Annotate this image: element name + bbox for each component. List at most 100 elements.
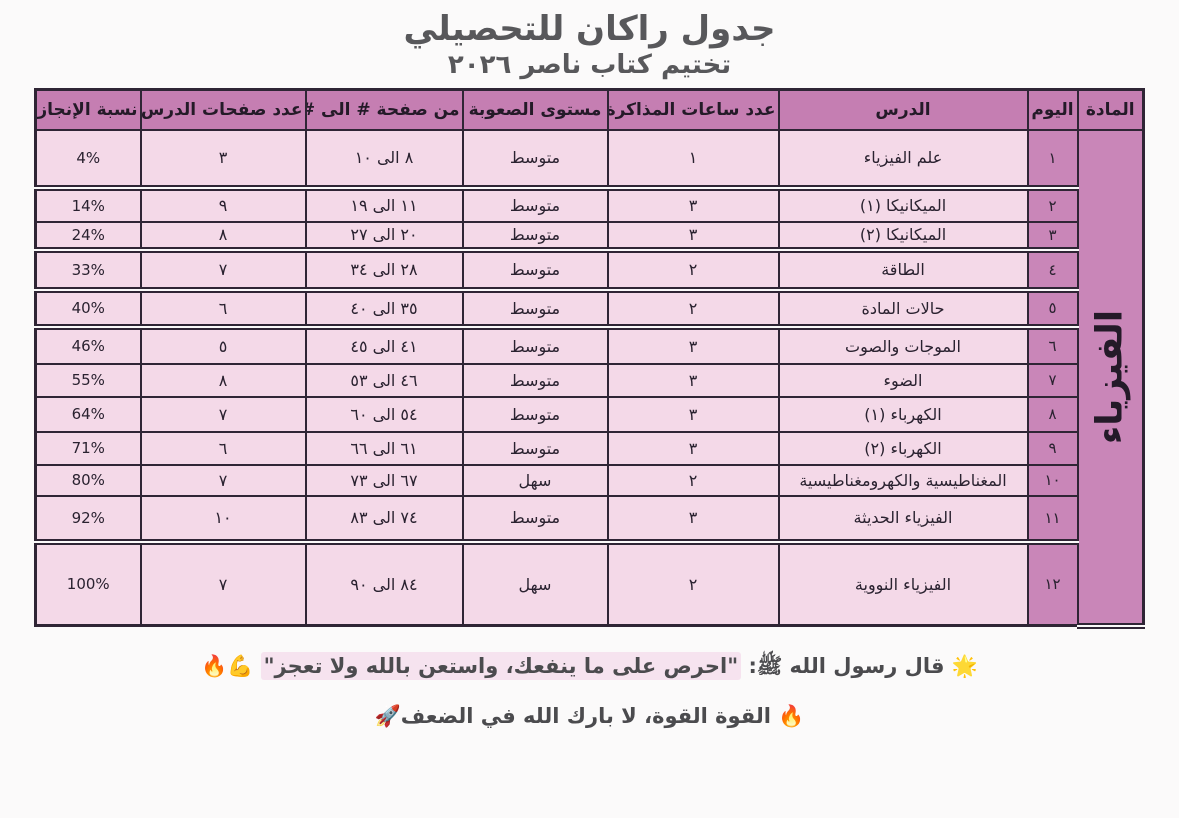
header-row: المادة اليوم الدرس عدد ساعات المذاكرة مس…: [34, 88, 1145, 131]
pages-range-cell: ٣٥ الى ٤٠: [304, 288, 464, 330]
progress-cell: 14%: [34, 186, 142, 223]
hours-cell: ٢: [606, 540, 780, 627]
hours-cell: ٣: [606, 325, 780, 365]
lesson-cell: الموجات والصوت: [777, 325, 1029, 365]
pages-count-cell: ٥: [139, 325, 307, 365]
table-row: ٣ الميكانيكا (٢) ٣ متوسط ٢٠ الى ٢٧ ٨ 24%: [34, 220, 1144, 253]
pages-range-cell: ٦٧ الى ٧٣: [304, 463, 464, 497]
lesson-cell: الكهرباء (١): [777, 395, 1029, 433]
progress-cell: 64%: [34, 395, 142, 433]
column-header-day: اليوم: [1026, 88, 1079, 131]
progress-cell: 80%: [34, 463, 142, 497]
day-cell: ١١: [1026, 494, 1079, 545]
pages-range-cell: ٥٤ الى ٦٠: [304, 395, 464, 433]
page: { "header": { "title": "جدول راكان للتحص…: [0, 9, 1179, 818]
difficulty-cell: متوسط: [461, 325, 609, 365]
difficulty-cell: سهل: [461, 540, 609, 627]
hours-cell: ٢: [606, 288, 780, 330]
day-cell: ٢: [1026, 186, 1079, 223]
column-header-lesson: الدرس: [777, 88, 1029, 131]
pages-count-cell: ٧: [139, 248, 307, 293]
motivation-line: 🔥 القوة القوة، لا بارك الله في الضعف🚀: [374, 703, 805, 728]
day-cell: ٩: [1026, 430, 1079, 466]
difficulty-cell: سهل: [461, 463, 609, 497]
subject-label: الفيزياء: [1089, 309, 1131, 444]
hours-cell: ٣: [606, 220, 780, 253]
difficulty-cell: متوسط: [461, 220, 609, 253]
progress-cell: 100%: [34, 540, 142, 627]
hours-cell: ٣: [606, 186, 780, 223]
progress-cell: 24%: [34, 220, 142, 253]
lesson-cell: الفيزياء النووية: [777, 540, 1029, 627]
pages-range-cell: ٤١ الى ٤٥: [304, 325, 464, 365]
column-header-difficulty: مستوى الصعوبة: [461, 88, 609, 131]
lesson-cell: الضوء: [777, 362, 1029, 398]
pages-range-cell: ١١ الى ١٩: [304, 186, 464, 223]
day-cell: ٦: [1026, 325, 1079, 365]
progress-cell: 71%: [34, 430, 142, 466]
pages-count-cell: ٣: [139, 128, 307, 191]
table-row: ٤ الطاقة ٢ متوسط ٢٨ الى ٣٤ ٧ 33%: [34, 248, 1144, 293]
difficulty-cell: متوسط: [461, 248, 609, 293]
table-row: ١١ الفيزياء الحديثة ٣ متوسط ٧٤ الى ٨٣ ١٠ 92%: [34, 494, 1144, 545]
quote-line: 🌟 قال رسول الله ﷺ: "احرص على ما ينفعك، و…: [0, 651, 1179, 684]
hours-cell: ٢: [606, 463, 780, 497]
quote-prefix: 🌟 قال رسول الله ﷺ:: [741, 653, 978, 678]
pages-count-cell: ٦: [139, 288, 307, 330]
pages-count-cell: ٨: [139, 220, 307, 253]
pages-range-cell: ٦١ الى ٦٦: [304, 430, 464, 466]
pages-range-cell: ٨٤ الى ٩٠: [304, 540, 464, 627]
table-row: ٦ الموجات والصوت ٣ متوسط ٤١ الى ٤٥ ٥ 46%: [34, 325, 1144, 365]
day-cell: ١٢: [1026, 540, 1079, 627]
lesson-cell: المغناطيسية والكهرومغناطيسية: [777, 463, 1029, 497]
pages-range-cell: ٧٤ الى ٨٣: [304, 494, 464, 545]
day-cell: ٨: [1026, 395, 1079, 433]
progress-cell: 92%: [34, 494, 142, 545]
quote-suffix: 💪🔥: [201, 653, 261, 678]
table-row: ٩ الكهرباء (٢) ٣ متوسط ٦١ الى ٦٦ ٦ 71%: [34, 430, 1144, 466]
lesson-cell: الميكانيكا (٢): [777, 220, 1029, 253]
hours-cell: ٣: [606, 494, 780, 545]
table-body: الفيزياء ١ علم الفيزياء ١ متوسط ٨ الى ١٠ ٣ 4% ٢ ا…: [34, 128, 1145, 629]
quote-text: "احرص على ما ينفعك، واستعن بالله ولا تعج…: [260, 651, 742, 680]
progress-cell: 33%: [34, 248, 142, 293]
pages-count-cell: ١٠: [139, 494, 307, 545]
table-row: ١٠ المغناطيسية والكهرومغناطيسية ٢ سهل ٦٧ الى…: [34, 463, 1144, 497]
column-header-subject: المادة: [1076, 88, 1145, 131]
difficulty-cell: متوسط: [461, 128, 609, 191]
pages-count-cell: ٧: [139, 463, 307, 497]
progress-cell: 55%: [34, 362, 142, 398]
lesson-cell: علم الفيزياء: [777, 128, 1029, 191]
progress-cell: 40%: [34, 288, 142, 330]
table-row: ٨ الكهرباء (١) ٣ متوسط ٥٤ الى ٦٠ ٧ 64%: [34, 395, 1144, 433]
pages-count-cell: ٧: [139, 395, 307, 433]
pages-count-cell: ٩: [139, 186, 307, 223]
difficulty-cell: متوسط: [461, 186, 609, 223]
hours-cell: ٢: [606, 248, 780, 293]
hours-cell: ٣: [606, 430, 780, 466]
progress-cell: 4%: [34, 128, 142, 191]
day-cell: ١: [1026, 128, 1079, 191]
difficulty-cell: متوسط: [461, 395, 609, 433]
pages-range-cell: ٨ الى ١٠: [304, 128, 464, 191]
subject-cell: الفيزياء: [1076, 128, 1145, 629]
table-row: ٥ حالات المادة ٢ متوسط ٣٥ الى ٤٠ ٦ 40%: [34, 288, 1144, 330]
table-row: ١٢ الفيزياء النووية ٢ سهل ٨٤ الى ٩٠ ٧ 100%: [34, 540, 1144, 627]
day-cell: ٥: [1026, 288, 1079, 330]
lesson-cell: الفيزياء الحديثة: [777, 494, 1029, 545]
hours-cell: ٣: [606, 395, 780, 433]
table-row: ٧ الضوء ٣ متوسط ٤٦ الى ٥٣ ٨ 55%: [34, 362, 1144, 398]
table-row: الفيزياء ١ علم الفيزياء ١ متوسط ٨ الى ١٠ ٣ 4%: [34, 128, 1145, 629]
lesson-cell: الكهرباء (٢): [777, 430, 1029, 466]
lesson-cell: الطاقة: [777, 248, 1029, 293]
column-header-progress: نسبة الإنجاز: [34, 88, 142, 131]
hours-cell: ١: [606, 128, 780, 191]
study-schedule-table: المادة اليوم الدرس عدد ساعات المذاكرة مس…: [34, 87, 1145, 629]
pages-range-cell: ٢٨ الى ٣٤: [304, 248, 464, 293]
page-subtitle: تختيم كتاب ناصر ٢٠٢٦: [447, 50, 732, 81]
table-row: ٢ الميكانيكا (١) ٣ متوسط ١١ الى ١٩ ٩ 14%: [34, 186, 1144, 223]
page-title: جدول راكان للتحصيلي: [403, 9, 776, 49]
difficulty-cell: متوسط: [461, 362, 609, 398]
column-header-study-hours: عدد ساعات المذاكرة: [606, 88, 780, 131]
difficulty-cell: متوسط: [461, 494, 609, 545]
